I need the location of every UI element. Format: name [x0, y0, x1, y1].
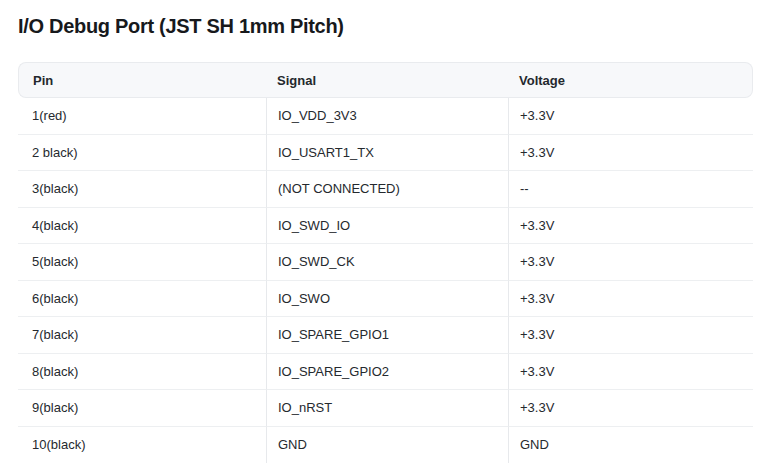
table-header-row: Pin Signal Voltage: [18, 62, 753, 98]
signal-cell: GND: [266, 427, 508, 464]
table-row: 8(black) IO_SPARE_GPIO2 +3.3V: [18, 354, 753, 391]
table-header: Pin Signal Voltage: [18, 62, 753, 98]
voltage-cell: +3.3V: [508, 135, 753, 172]
pin-cell: 1(red): [18, 98, 266, 135]
table-row: 7(black) IO_SPARE_GPIO1 +3.3V: [18, 317, 753, 354]
voltage-cell: --: [508, 171, 753, 208]
pin-cell: 8(black): [18, 354, 266, 391]
pin-cell: 7(black): [18, 317, 266, 354]
table-row: 4(black) IO_SWD_IO +3.3V: [18, 208, 753, 245]
table-row: 3(black) (NOT CONNECTED) --: [18, 171, 753, 208]
voltage-cell: +3.3V: [508, 244, 753, 281]
voltage-cell: +3.3V: [508, 317, 753, 354]
table-row: 5(black) IO_SWD_CK +3.3V: [18, 244, 753, 281]
pin-cell: 9(black): [18, 390, 266, 427]
pin-cell: 2 black): [18, 135, 266, 172]
column-header-voltage: Voltage: [508, 62, 753, 98]
table-row: 10(black) GND GND: [18, 427, 753, 464]
voltage-cell: +3.3V: [508, 208, 753, 245]
pinout-table: Pin Signal Voltage 1(red) IO_VDD_3V3 +3.…: [18, 62, 753, 463]
documentation-page: I/O Debug Port (JST SH 1mm Pitch) Pin Si…: [0, 0, 768, 463]
table-row: 6(black) IO_SWO +3.3V: [18, 281, 753, 318]
pin-cell: 3(black): [18, 171, 266, 208]
signal-cell: IO_SWD_CK: [266, 244, 508, 281]
signal-cell: IO_SPARE_GPIO2: [266, 354, 508, 391]
voltage-cell: +3.3V: [508, 281, 753, 318]
pin-cell: 6(black): [18, 281, 266, 318]
page-title: I/O Debug Port (JST SH 1mm Pitch): [18, 14, 753, 38]
signal-cell: IO_SPARE_GPIO1: [266, 317, 508, 354]
signal-cell: IO_USART1_TX: [266, 135, 508, 172]
signal-cell: IO_VDD_3V3: [266, 98, 508, 135]
pin-cell: 10(black): [18, 427, 266, 464]
voltage-cell: GND: [508, 427, 753, 464]
pin-cell: 4(black): [18, 208, 266, 245]
voltage-cell: +3.3V: [508, 354, 753, 391]
table-row: 9(black) IO_nRST +3.3V: [18, 390, 753, 427]
signal-cell: (NOT CONNECTED): [266, 171, 508, 208]
column-header-signal: Signal: [266, 62, 508, 98]
table-body: 1(red) IO_VDD_3V3 +3.3V 2 black) IO_USAR…: [18, 98, 753, 463]
voltage-cell: +3.3V: [508, 98, 753, 135]
signal-cell: IO_nRST: [266, 390, 508, 427]
table-row: 2 black) IO_USART1_TX +3.3V: [18, 135, 753, 172]
pin-cell: 5(black): [18, 244, 266, 281]
table-row: 1(red) IO_VDD_3V3 +3.3V: [18, 98, 753, 135]
voltage-cell: +3.3V: [508, 390, 753, 427]
signal-cell: IO_SWO: [266, 281, 508, 318]
signal-cell: IO_SWD_IO: [266, 208, 508, 245]
column-header-pin: Pin: [18, 62, 266, 98]
